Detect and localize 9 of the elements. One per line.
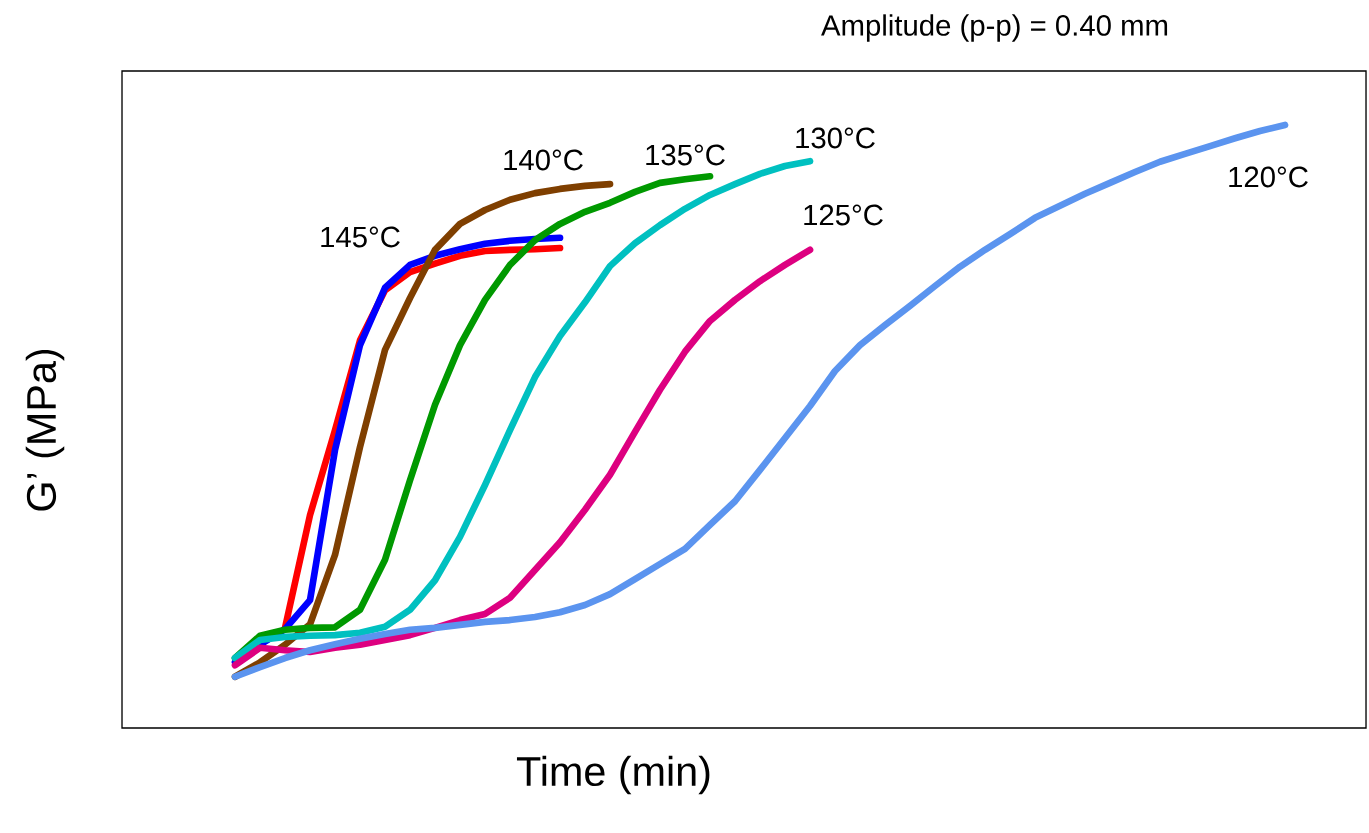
series-label: 130°C (796, 127, 875, 149)
series-label: 135°C (646, 144, 725, 166)
chart-title: Amplitude (p-p) = 0.40 mm (821, 14, 1168, 42)
series-label: 140°C (504, 149, 583, 171)
series-label: 145°C (321, 226, 400, 248)
x-axis-title: Time (min) (516, 755, 710, 795)
series-label: 120°C (1229, 166, 1308, 188)
series-label: 125°C (804, 204, 883, 226)
y-axis-title: G’ (MPa) (25, 349, 65, 511)
